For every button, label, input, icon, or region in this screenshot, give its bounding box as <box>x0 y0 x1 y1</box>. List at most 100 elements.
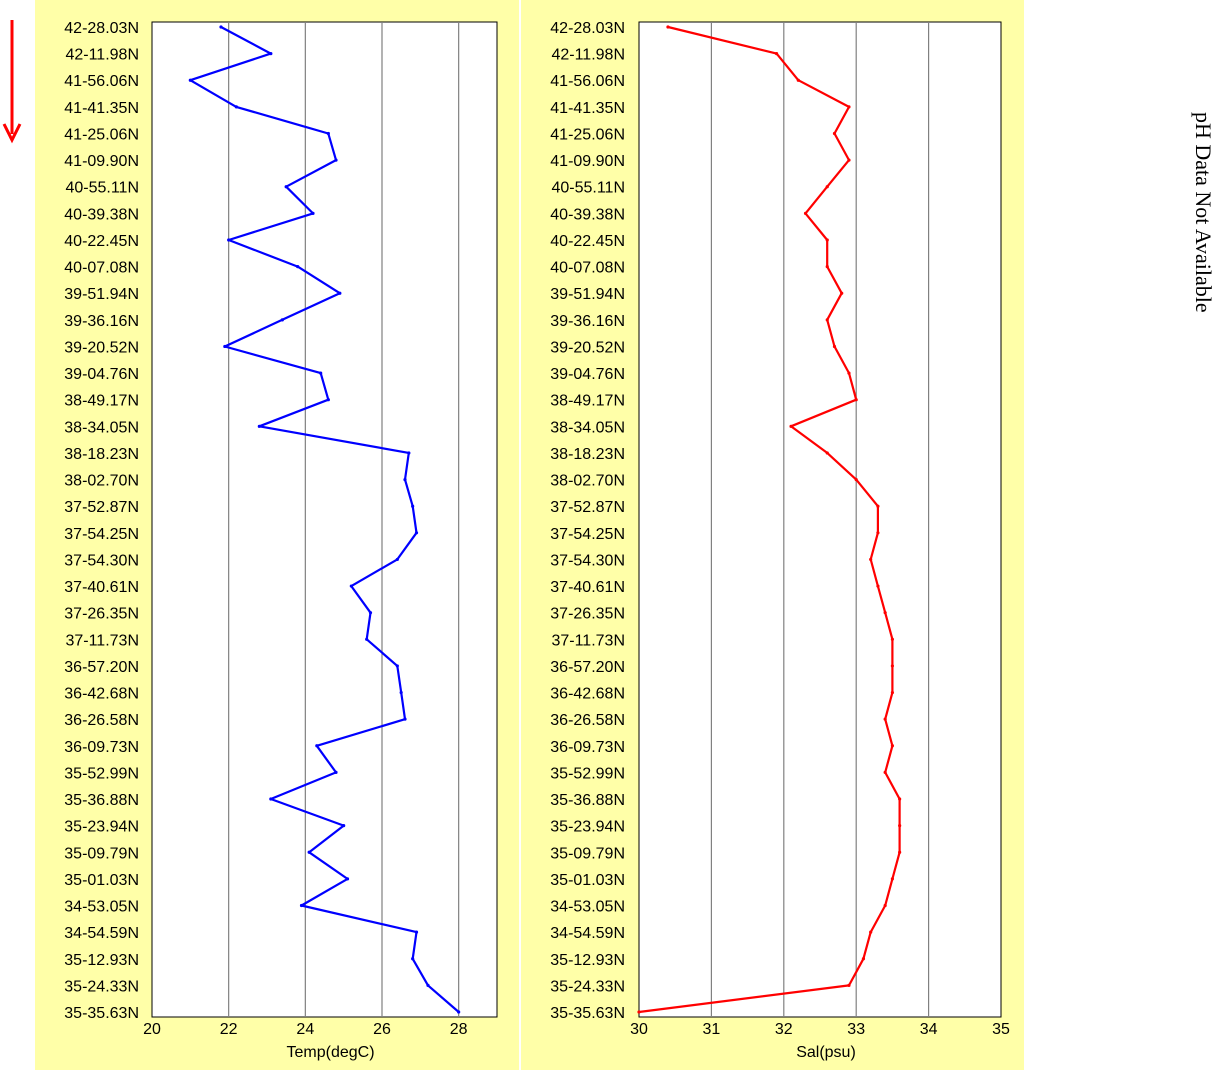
data-point <box>311 211 315 215</box>
data-point <box>876 584 880 588</box>
y-tick-label: 36-57.20N <box>64 659 139 676</box>
y-tick-label: 35-23.94N <box>550 819 625 836</box>
data-point <box>861 957 866 961</box>
data-point <box>334 770 338 775</box>
x-tick-label: 22 <box>220 1021 238 1038</box>
y-tick-label: 39-04.76N <box>64 366 139 383</box>
x-tick-label: 26 <box>373 1021 391 1038</box>
data-point <box>890 877 895 881</box>
data-point <box>219 25 223 29</box>
y-tick-label: 41-56.06N <box>64 73 139 90</box>
y-tick-label: 39-20.52N <box>550 339 625 356</box>
x-tick-label: 35 <box>992 1021 1010 1038</box>
y-tick-label: 38-18.23N <box>64 446 139 463</box>
y-tick-label: 35-24.33N <box>64 978 139 995</box>
data-point <box>395 664 399 668</box>
data-point <box>411 504 415 508</box>
data-point <box>825 264 829 269</box>
y-tick-label: 41-25.06N <box>550 126 625 143</box>
data-point <box>326 398 330 402</box>
data-point <box>269 52 273 56</box>
data-point <box>883 903 887 908</box>
data-point <box>832 344 837 349</box>
y-tick-label: 37-40.61N <box>64 579 139 596</box>
data-point <box>338 291 342 295</box>
y-tick-label: 40-55.11N <box>551 180 625 197</box>
data-point <box>890 664 895 668</box>
y-tick-label: 40-55.11N <box>65 180 139 197</box>
y-tick-label: 37-54.25N <box>64 526 139 543</box>
x-tick-label: 20 <box>143 1021 161 1038</box>
y-tick-label: 35-52.99N <box>64 765 139 782</box>
data-point <box>898 850 902 854</box>
data-point <box>825 238 829 242</box>
ph-unavailable-note: pH Data Not Available <box>1191 112 1216 313</box>
data-point <box>299 903 304 908</box>
data-point <box>307 850 311 854</box>
data-point <box>345 877 350 881</box>
y-tick-label: 36-26.58N <box>550 712 625 729</box>
data-point <box>334 158 338 162</box>
x-tick-label: 32 <box>775 1021 793 1038</box>
data-point <box>399 690 403 695</box>
data-point <box>869 557 873 562</box>
y-tick-label: 35-35.63N <box>64 1005 139 1022</box>
data-point <box>869 930 873 934</box>
y-tick-label: 35-09.79N <box>550 845 625 862</box>
data-point <box>227 238 231 242</box>
data-point <box>847 158 851 162</box>
data-point <box>284 185 288 189</box>
data-point <box>403 717 407 721</box>
y-tick-label: 38-18.23N <box>550 446 625 463</box>
direction-arrow-icon <box>2 20 22 144</box>
x-axis-label: Sal(psu) <box>796 1044 856 1061</box>
data-point <box>876 531 880 535</box>
x-tick-label: 33 <box>847 1021 865 1038</box>
data-point <box>269 797 273 801</box>
y-tick-label: 35-12.93N <box>550 952 625 969</box>
y-tick-label: 38-02.70N <box>550 473 625 490</box>
data-point <box>395 557 399 562</box>
y-tick-label: 41-41.35N <box>550 100 625 117</box>
data-point <box>257 424 261 428</box>
y-tick-label: 35-23.94N <box>64 819 139 836</box>
y-tick-label: 35-09.79N <box>64 845 139 862</box>
y-tick-label: 38-34.05N <box>550 419 625 436</box>
y-tick-label: 35-01.03N <box>64 872 139 889</box>
data-point <box>883 717 887 721</box>
x-tick-label: 24 <box>296 1021 314 1038</box>
salinity-chart-panel: 30 31 32 33 34 35 42-28.03N 42-11.98N 41-56.06N 4… <box>521 0 1024 1070</box>
data-point <box>414 930 419 934</box>
y-tick-label: 37-11.73N <box>551 632 625 649</box>
data-point <box>326 131 330 136</box>
plot-area <box>638 21 1002 1018</box>
y-tick-label: 40-39.38N <box>64 206 139 223</box>
data-point <box>296 264 300 269</box>
data-point <box>840 291 844 295</box>
data-point <box>637 1010 641 1014</box>
y-tick-label: 38-34.05N <box>64 419 139 436</box>
data-point <box>403 477 407 482</box>
y-tick-label: 36-42.68N <box>64 686 139 703</box>
data-point <box>854 477 858 482</box>
y-tick-label: 35-01.03N <box>550 872 625 889</box>
y-tick-label: 36-26.58N <box>64 712 139 729</box>
y-tick-label: 38-49.17N <box>550 393 625 410</box>
data-point <box>457 1010 461 1014</box>
data-point <box>898 824 902 828</box>
y-tick-label: 37-40.61N <box>550 579 625 596</box>
y-tick-label: 39-36.16N <box>64 313 139 330</box>
data-point <box>883 611 887 615</box>
y-tick-label: 35-24.33N <box>550 978 625 995</box>
y-tick-label: 37-54.30N <box>64 552 139 569</box>
data-point <box>890 690 895 695</box>
plot-area <box>151 21 498 1018</box>
data-point <box>847 105 851 109</box>
y-tick-label: 42-11.98N <box>551 47 625 64</box>
y-tick-label: 35-35.63N <box>550 1005 625 1022</box>
y-tick-label: 37-52.87N <box>550 499 625 516</box>
y-tick-label: 37-11.73N <box>65 632 139 649</box>
data-point <box>883 770 887 775</box>
y-tick-label: 35-36.88N <box>550 792 625 809</box>
